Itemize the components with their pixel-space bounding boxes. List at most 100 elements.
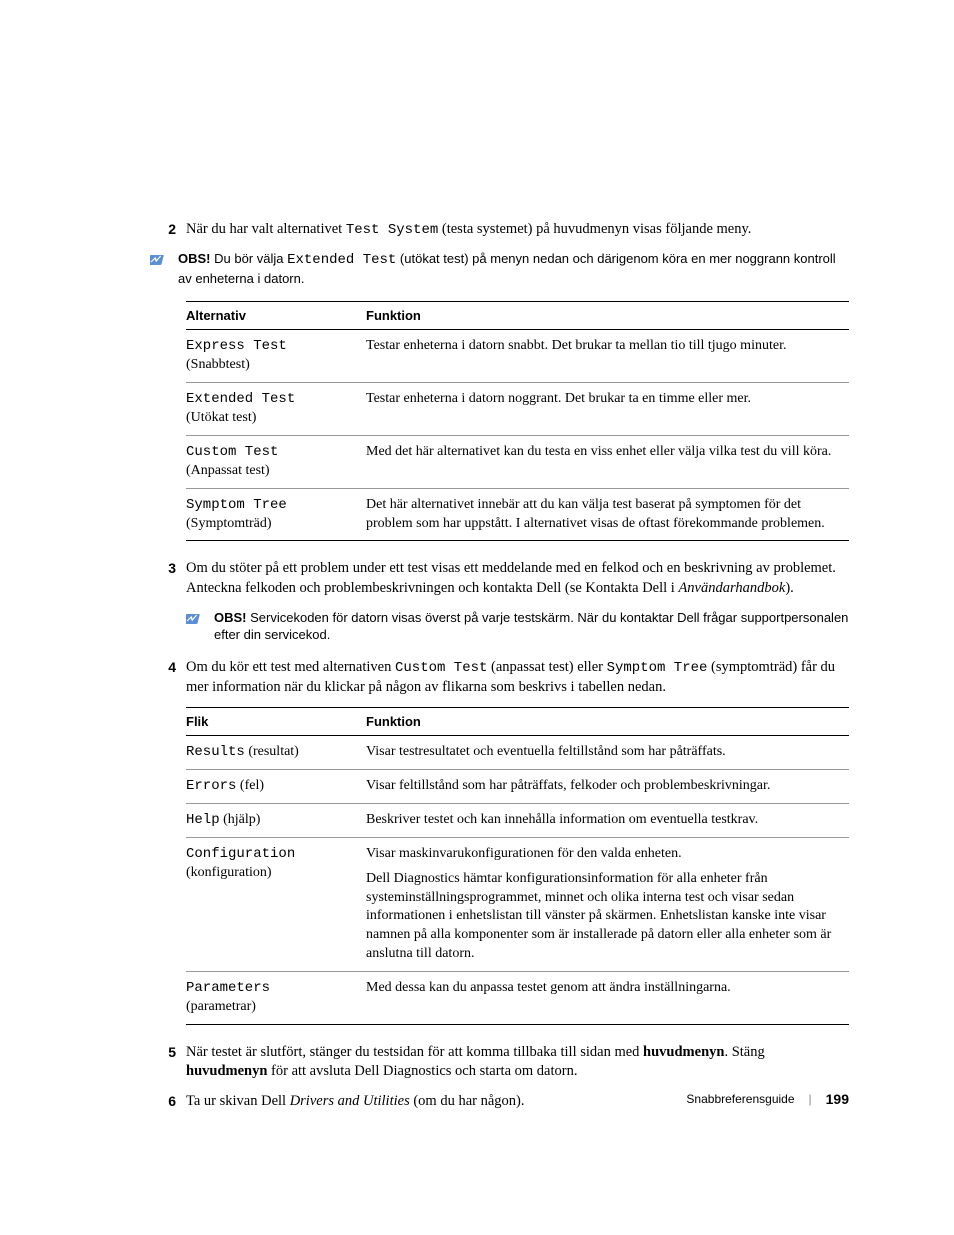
function-cell: Beskriver testet och kan innehålla infor… (366, 803, 849, 837)
text: (anpassat test) eller (487, 659, 606, 675)
text: för att avsluta Dell Diagnostics och sta… (267, 1063, 577, 1079)
step-number: 6 (150, 1092, 186, 1109)
page-number: 199 (826, 1091, 849, 1107)
step-number: 3 (150, 559, 186, 576)
table-row: Parameters(parametrar)Med dessa kan du a… (186, 972, 849, 1025)
table-header: Funktion (366, 708, 849, 736)
code: Extended Test (287, 252, 396, 268)
function-cell: Visar maskinvarukonfigurationen för den … (366, 837, 849, 971)
code: Test System (346, 222, 438, 238)
table-row: Custom Test(Anpassat test)Med det här al… (186, 435, 849, 488)
table-test-options: Alternativ Funktion Express Test(Snabbte… (186, 301, 849, 541)
function-cell: Visar feltillstånd som har påträffats, f… (366, 770, 849, 804)
option-code: Symptom Tree (186, 496, 356, 515)
step-body: När du har valt alternativet Test System… (186, 220, 849, 240)
note-text: OBS! Servicekoden för datorn visas övers… (214, 609, 849, 644)
option-cell: Symptom Tree(Symptomträd) (186, 488, 366, 541)
note-text: OBS! Du bör välja Extended Test (utökat … (178, 250, 849, 287)
function-text: Visar testresultatet och eventuella felt… (366, 743, 839, 762)
option-code: Custom Test (186, 443, 356, 462)
text: (testa systemet) på huvudmenyn visas föl… (438, 221, 751, 237)
text: ). (785, 580, 793, 596)
function-cell: Visar testresultatet och eventuella felt… (366, 736, 849, 770)
note-icon (186, 610, 206, 626)
note-label: OBS! (214, 610, 247, 625)
text: . Stäng (724, 1044, 764, 1060)
function-text: Beskriver testet och kan innehålla infor… (366, 811, 839, 830)
bold-text: huvudmenyn (643, 1044, 724, 1060)
note-icon (150, 251, 170, 267)
tab-cell: Configuration(konfiguration) (186, 837, 366, 971)
option-cell: Custom Test(Anpassat test) (186, 435, 366, 488)
step-3: 3 Om du stöter på ett problem under ett … (150, 559, 849, 598)
table-row: Errors (fel)Visar feltillstånd som har p… (186, 770, 849, 804)
option-translation: (Snabbtest) (186, 356, 356, 375)
table-row: Results (resultat)Visar testresultatet o… (186, 736, 849, 770)
tab-cell: Help (hjälp) (186, 803, 366, 837)
tab-translation: (fel) (236, 778, 264, 793)
tab-cell: Parameters(parametrar) (186, 972, 366, 1025)
tab-translation: (konfiguration) (186, 864, 356, 883)
text: Servicekoden för datorn visas överst på … (214, 610, 848, 643)
note-2: OBS! Servicekoden för datorn visas övers… (186, 609, 849, 644)
tab-cell: Results (resultat) (186, 736, 366, 770)
footer-separator: | (809, 1092, 812, 1106)
note-1: OBS! Du bör välja Extended Test (utökat … (150, 250, 849, 287)
step-body: Om du kör ett test med alternativen Cust… (186, 658, 849, 697)
bold-text: huvudmenyn (186, 1063, 267, 1079)
step-body: Om du stöter på ett problem under ett te… (186, 559, 849, 598)
table-tabs: Flik Funktion Results (resultat)Visar te… (186, 707, 849, 1025)
note-label: OBS! (178, 251, 211, 266)
function-text: Med dessa kan du anpassa testet genom at… (366, 979, 839, 998)
step-number: 2 (150, 220, 186, 237)
tab-code: Errors (186, 778, 236, 794)
text: Om du kör ett test med alternativen (186, 659, 395, 675)
function-text: Visar maskinvarukonfigurationen för den … (366, 845, 839, 864)
code: Custom Test (395, 660, 487, 676)
tab-code: Help (186, 812, 220, 828)
option-cell: Express Test(Snabbtest) (186, 330, 366, 383)
step-2: 2 När du har valt alternativet Test Syst… (150, 220, 849, 240)
step-number: 4 (150, 658, 186, 675)
option-code: Express Test (186, 337, 356, 356)
table-row: Symptom Tree(Symptomträd)Det här alterna… (186, 488, 849, 541)
table-row: Help (hjälp)Beskriver testet och kan inn… (186, 803, 849, 837)
option-cell: Extended Test(Utökat test) (186, 383, 366, 436)
step-4: 4 Om du kör ett test med alternativen Cu… (150, 658, 849, 697)
text: När testet är slutfört, stänger du tests… (186, 1044, 643, 1060)
text: Ta ur skivan Dell (186, 1093, 290, 1109)
table-row: Express Test(Snabbtest)Testar enheterna … (186, 330, 849, 383)
document-page: 2 När du har valt alternativet Test Syst… (0, 0, 954, 1235)
code: Symptom Tree (607, 660, 708, 676)
tab-code: Configuration (186, 845, 356, 864)
function-cell: Det här alternativet innebär att du kan … (366, 488, 849, 541)
tab-code: Parameters (186, 979, 356, 998)
function-cell: Testar enheterna i datorn snabbt. Det br… (366, 330, 849, 383)
tab-cell: Errors (fel) (186, 770, 366, 804)
function-cell: Med det här alternativet kan du testa en… (366, 435, 849, 488)
text: Du bör välja (211, 251, 288, 266)
italic-text: Användarhandbok (678, 580, 785, 596)
table-row: Extended Test(Utökat test)Testar enheter… (186, 383, 849, 436)
italic-text: Drivers and Utilities (290, 1093, 410, 1109)
page-footer: Snabbreferensguide | 199 (686, 1091, 849, 1107)
step-body: När testet är slutfört, stänger du tests… (186, 1043, 849, 1082)
table-header: Flik (186, 708, 366, 736)
text: När du har valt alternativet (186, 221, 346, 237)
option-translation: (Utökat test) (186, 409, 356, 428)
table-header-row: Alternativ Funktion (186, 302, 849, 330)
table-header: Alternativ (186, 302, 366, 330)
table-header: Funktion (366, 302, 849, 330)
text: (om du har någon). (410, 1093, 525, 1109)
function-cell: Med dessa kan du anpassa testet genom at… (366, 972, 849, 1025)
step-number: 5 (150, 1043, 186, 1060)
tab-translation: (parametrar) (186, 998, 356, 1017)
function-extra-text: Dell Diagnostics hämtar konfigurationsin… (366, 870, 839, 964)
function-cell: Testar enheterna i datorn noggrant. Det … (366, 383, 849, 436)
step-5: 5 När testet är slutfört, stänger du tes… (150, 1043, 849, 1082)
tab-translation: (resultat) (245, 744, 299, 759)
option-translation: (Symptomträd) (186, 515, 356, 534)
option-translation: (Anpassat test) (186, 462, 356, 481)
tab-translation: (hjälp) (220, 812, 261, 827)
table-header-row: Flik Funktion (186, 708, 849, 736)
